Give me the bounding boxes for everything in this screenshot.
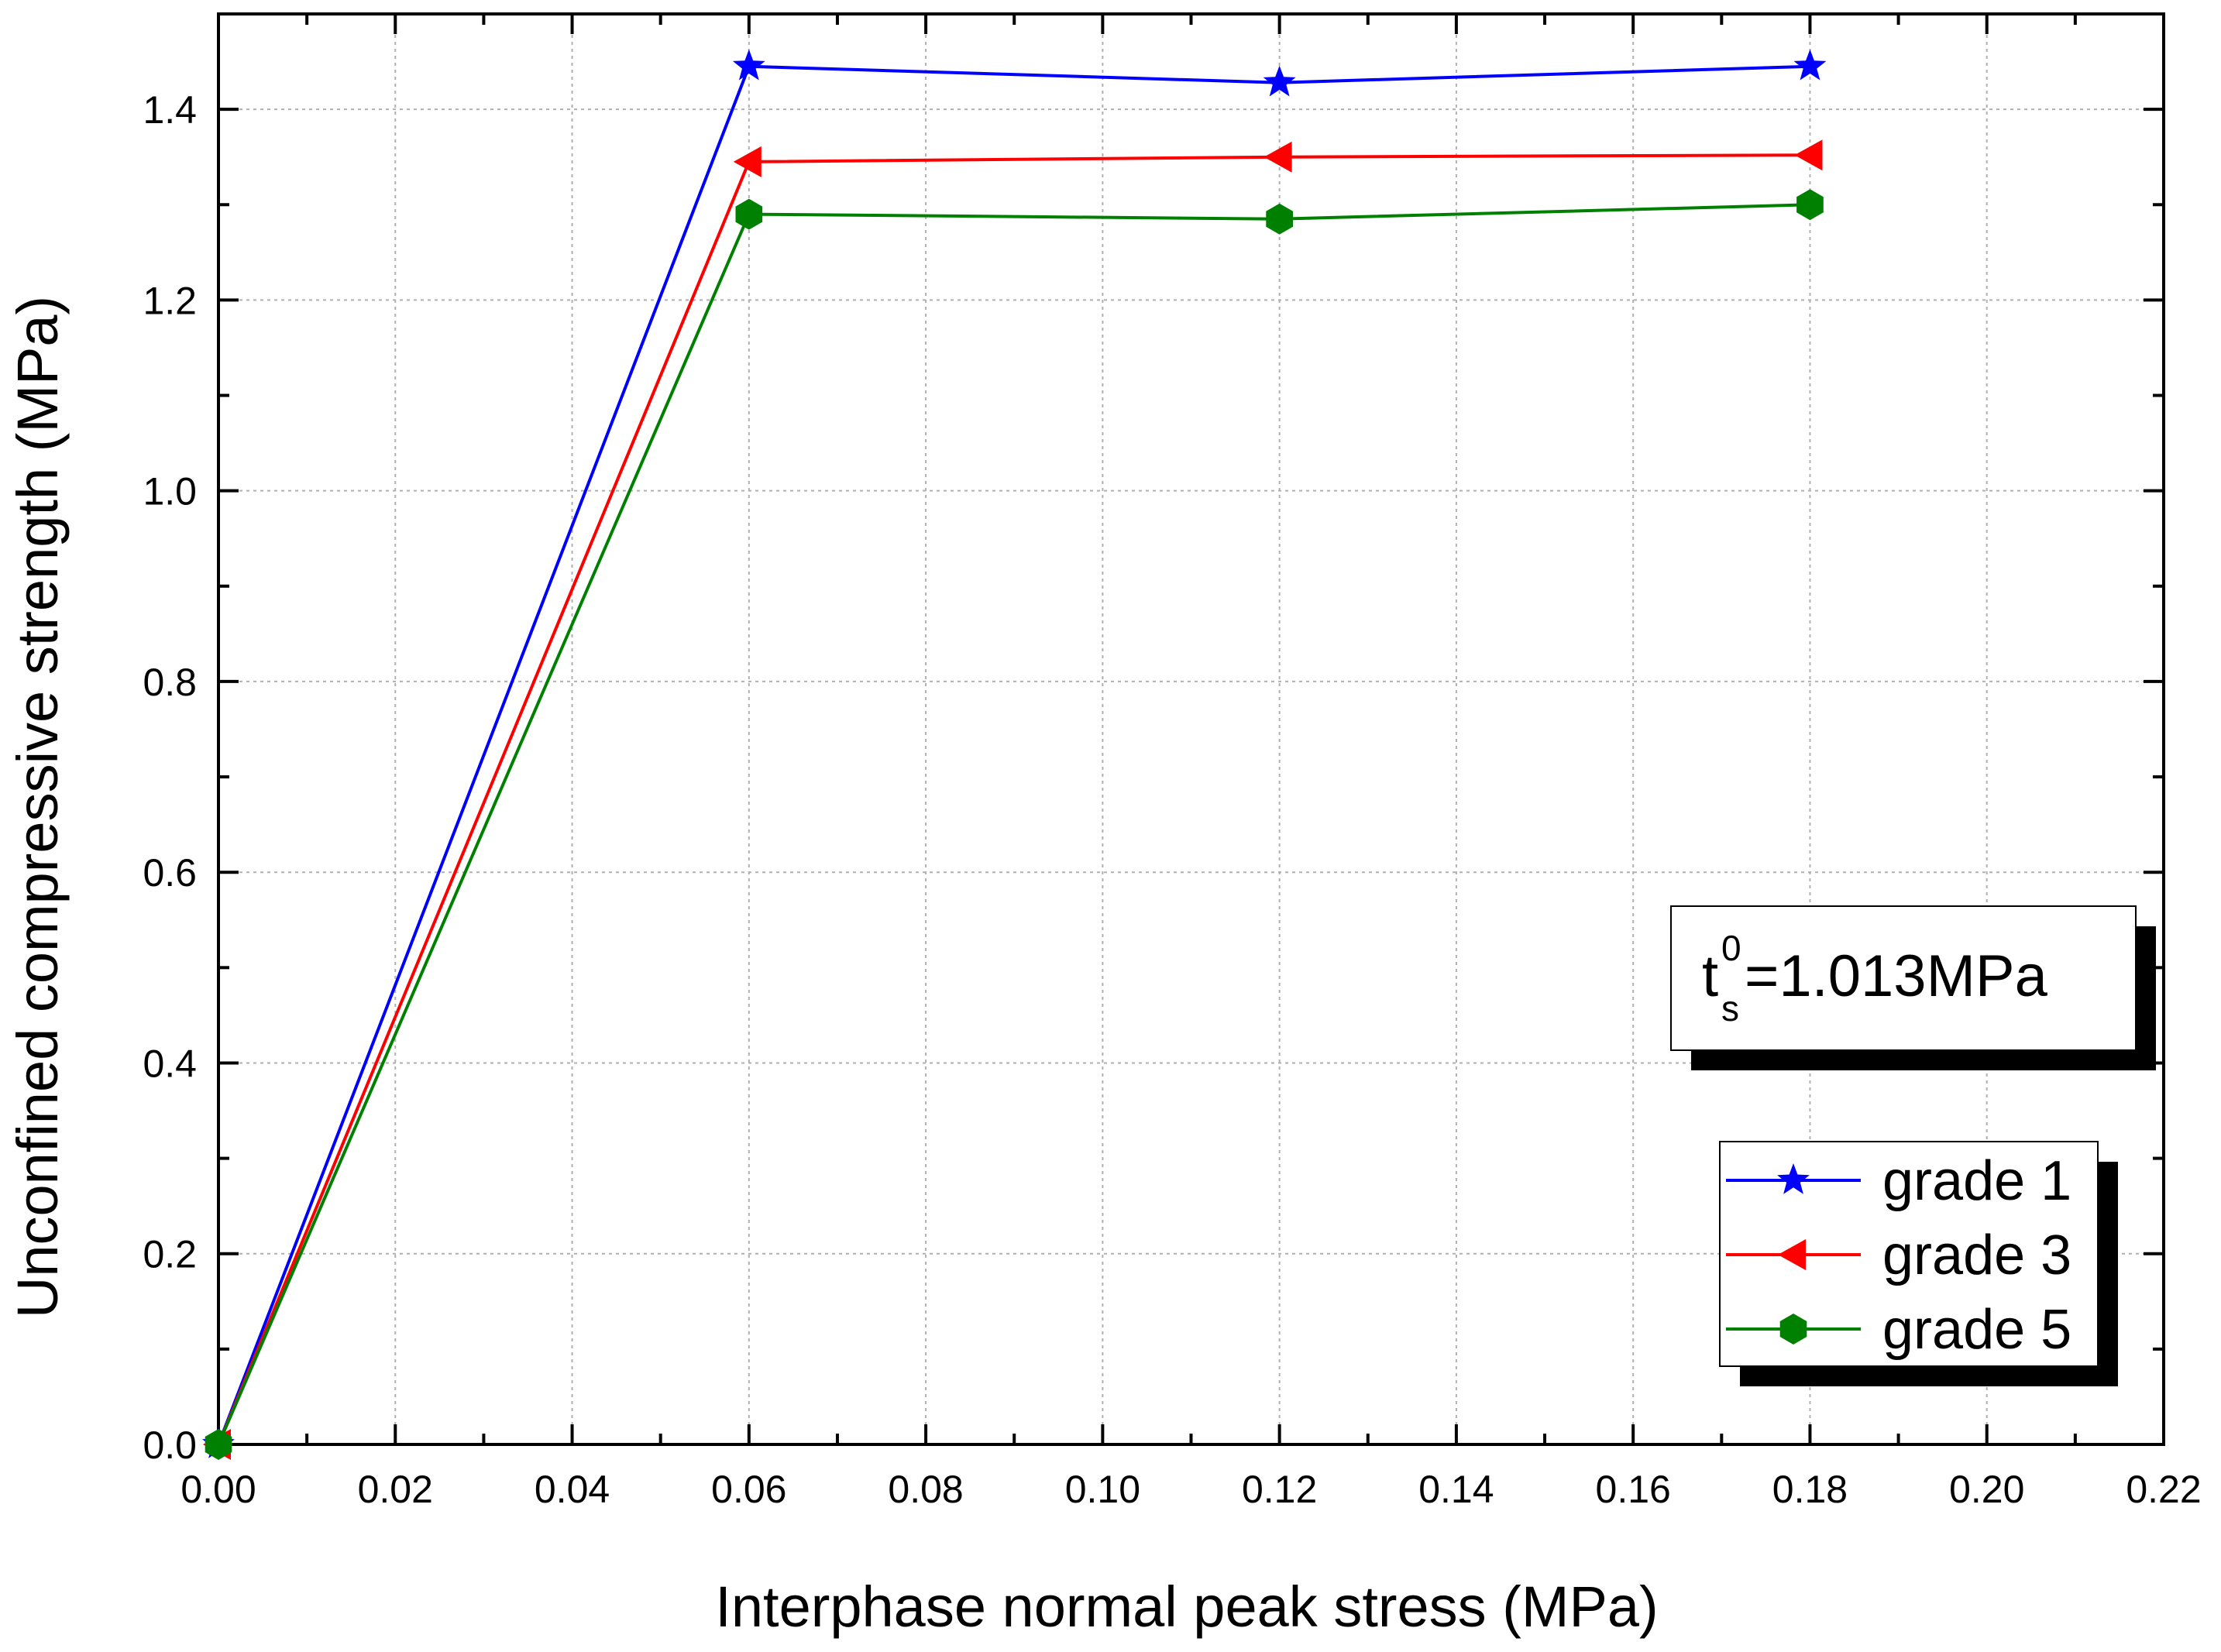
x-tick-label: 0.22 (2126, 1468, 2201, 1511)
y-tick-label: 1.0 (143, 470, 197, 513)
legend-item-grade-1: grade 1 (1726, 1150, 2071, 1212)
data-point-grade-3 (1263, 141, 1292, 173)
legend-item-grade-3: grade 3 (1726, 1224, 2071, 1286)
data-point-grade-5 (205, 1429, 232, 1460)
x-tick-label: 0.10 (1065, 1468, 1140, 1511)
x-tick-label: 0.06 (711, 1468, 786, 1511)
series-line-grade-5 (217, 203, 1810, 1445)
x-tick-label: 0.02 (358, 1468, 433, 1511)
annotation-frame (1670, 905, 2137, 1051)
x-tick-label: 0.00 (180, 1468, 256, 1511)
y-tick-label: 0.6 (143, 851, 197, 895)
y-tick-label: 0.8 (143, 661, 197, 704)
data-point-grade-1 (1263, 65, 1296, 97)
x-tick-label: 0.04 (535, 1468, 610, 1511)
data-point-grade-3 (1794, 139, 1823, 171)
legend-item-grade-5: grade 5 (1726, 1299, 2071, 1361)
legend-label: grade 5 (1882, 1299, 2071, 1361)
series-grade-5 (205, 189, 1824, 1460)
annotation-value: =1.013MPa (1745, 943, 2048, 1009)
y-tick-label: 0.2 (143, 1233, 197, 1276)
legend-items: grade 1 grade 3 grade 5 (1726, 1150, 2071, 1361)
plot-frame (217, 12, 2165, 1446)
series-line-grade-3 (217, 153, 1810, 1445)
annotation-subscript: s (1721, 988, 1739, 1029)
legend-swatch-marker (1777, 1163, 1810, 1194)
grid (218, 14, 2164, 1444)
data-point-grade-5 (735, 198, 763, 230)
x-tick-label: 0.08 (888, 1468, 963, 1511)
data-point-grade-5 (1796, 189, 1824, 221)
x-tick-label: 0.14 (1418, 1468, 1494, 1511)
legend-label: grade 3 (1882, 1224, 2071, 1286)
y-tick-label: 1.4 (143, 88, 197, 132)
legend-swatch-marker (1778, 1239, 1806, 1270)
legend-swatch-marker (1779, 1314, 1807, 1345)
annotation-symbol: t (1702, 943, 1718, 1009)
annotation-superscript: 0 (1721, 928, 1741, 968)
y-tick-label: 0.0 (143, 1424, 197, 1467)
data-point-grade-5 (1266, 203, 1293, 235)
x-axis-title: Interphase normal peak stress (MPa) (715, 1575, 1658, 1639)
data-point-grade-3 (733, 146, 762, 177)
annotation-box: t 0 s =1.013MPa (1670, 905, 2156, 1070)
series-line-grade-1 (217, 64, 1810, 1445)
legend-label: grade 1 (1882, 1150, 2071, 1212)
y-tick-label: 1.2 (143, 279, 197, 322)
tick-labels: 0.00 0.02 0.04 0.06 0.08 0.10 0.12 0.14 0.16 0.18… (143, 88, 2201, 1511)
y-tick-label: 0.4 (143, 1042, 197, 1085)
x-tick-label: 0.16 (1596, 1468, 1671, 1511)
data-point-grade-1 (732, 49, 765, 81)
axis-ticks (217, 14, 2165, 1446)
x-tick-label: 0.12 (1242, 1468, 1317, 1511)
y-axis-title: Unconfined compressive strength (MPa) (5, 296, 70, 1318)
x-tick-label: 0.20 (1949, 1468, 2024, 1511)
x-tick-label: 0.18 (1772, 1468, 1848, 1511)
data-point-grade-1 (1793, 49, 1827, 81)
series-layer (202, 49, 1827, 1460)
legend: grade 1 grade 3 grade 5 (1719, 1141, 2118, 1386)
